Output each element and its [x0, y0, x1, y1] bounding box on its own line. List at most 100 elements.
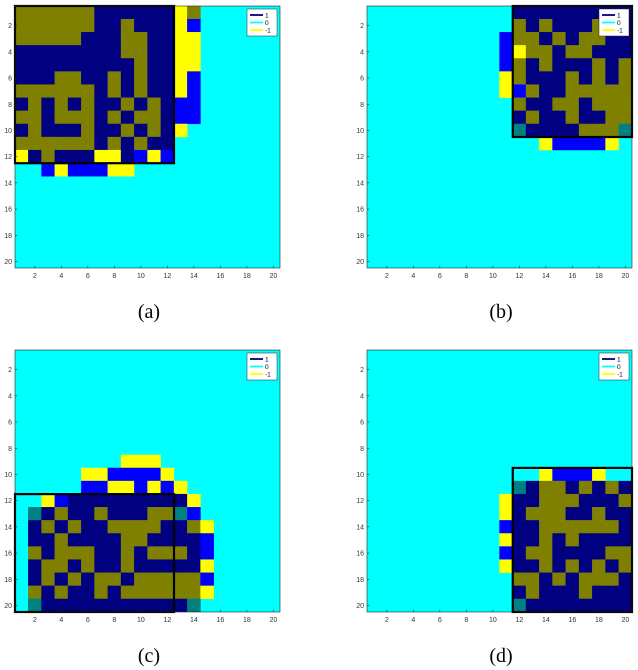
- heatmap-cell: [160, 598, 175, 612]
- heatmap-cell: [173, 97, 188, 111]
- heatmap-cell: [173, 585, 188, 600]
- heatmap-cell: [134, 572, 148, 586]
- heatmap-cell: [512, 572, 527, 586]
- heatmap-cell: [107, 493, 122, 508]
- heatmap-cell: [512, 507, 527, 521]
- heatmap-cell: [173, 598, 188, 612]
- heatmap-cell: [578, 480, 593, 495]
- heatmap-cell: [578, 585, 593, 600]
- heatmap-cell: [618, 97, 632, 111]
- legend: 10-1: [598, 8, 630, 37]
- heatmap-cell: [120, 84, 135, 98]
- heatmap-cell: [147, 123, 161, 138]
- heatmap-cell: [160, 6, 175, 20]
- heatmap-cell: [565, 18, 580, 33]
- heatmap-cell: [539, 507, 553, 521]
- heatmap-cell: [539, 18, 553, 33]
- heatmap-cell: [565, 507, 580, 521]
- heatmap-cell: [592, 598, 606, 612]
- heatmap-cell: [160, 58, 175, 72]
- heatmap-cell: [565, 58, 580, 72]
- heatmap-cell: [525, 58, 540, 72]
- x-tick-label: 18: [243, 273, 251, 280]
- heatmap-cell: [565, 546, 580, 560]
- heatmap-cell: [565, 97, 580, 111]
- heatmap-cell: [539, 559, 553, 573]
- y-tick-label: 4: [8, 393, 12, 400]
- heatmap-cell: [81, 546, 95, 560]
- heatmap-cell: [525, 123, 540, 138]
- heatmap-cell: [120, 97, 135, 111]
- heatmap-cell: [147, 598, 161, 612]
- heatmap-cell: [605, 136, 619, 151]
- heatmap-cell: [54, 598, 69, 612]
- y-tick-label: 10: [356, 472, 364, 479]
- axes-box: [366, 349, 633, 613]
- y-tick-label: 14: [4, 524, 12, 531]
- heatmap-cell: [525, 97, 540, 111]
- heatmap-cell: [552, 559, 566, 573]
- heatmap-cell: [565, 467, 580, 482]
- heatmap-cell: [539, 32, 553, 46]
- heatmap-cell: [539, 45, 553, 59]
- heatmap-cell: [565, 533, 580, 547]
- heatmap-cell: [173, 84, 188, 98]
- heatmap-cell: [15, 18, 29, 33]
- legend-label: 1: [265, 356, 269, 363]
- heatmap-cell: [173, 493, 188, 508]
- legend: 10-1: [598, 352, 630, 381]
- x-tick-label: 10: [489, 273, 497, 280]
- heatmap-cell: [81, 163, 95, 177]
- heatmap-cell: [552, 45, 566, 59]
- heatmap-cell: [539, 598, 553, 612]
- heatmap-cell: [187, 71, 201, 85]
- heatmap-cell: [41, 136, 55, 151]
- heatmap-cell: [54, 58, 69, 72]
- heatmap-cell: [552, 467, 566, 482]
- heatmap-cell: [94, 572, 108, 586]
- heatmap-cell: [539, 6, 553, 20]
- x-tick-label: 20: [621, 273, 629, 280]
- heatmap-cell: [187, 533, 201, 547]
- y-tick-label: 14: [4, 180, 12, 187]
- heatmap-cell: [134, 97, 148, 111]
- heatmap-cell: [28, 18, 42, 33]
- heatmap-cell: [499, 493, 513, 508]
- x-tick-label: 12: [163, 617, 171, 624]
- heatmap-cell: [173, 520, 188, 534]
- y-tick-label: 6: [8, 76, 12, 83]
- heatmap-cells: [15, 6, 201, 177]
- heatmap-cell: [160, 546, 175, 560]
- heatmap-cell: [160, 136, 175, 151]
- heatmap-cell: [160, 123, 175, 138]
- heatmap-cell: [512, 533, 527, 547]
- heatmap-cell: [565, 6, 580, 20]
- heatmap-cell: [618, 58, 632, 72]
- heatmap-cell: [512, 123, 527, 138]
- heatmap-cell: [41, 45, 55, 59]
- x-tick-label: 2: [385, 617, 389, 624]
- heatmap-cell: [107, 71, 122, 85]
- heatmap-cell: [94, 71, 108, 85]
- heatmap-cell: [134, 18, 148, 33]
- heatmap-cell: [525, 572, 540, 586]
- heatmap-cell: [160, 559, 175, 573]
- heatmap-cell: [81, 598, 95, 612]
- heatmap-cell: [618, 493, 632, 508]
- heatmap-cell: [605, 123, 619, 138]
- heatmap-cell: [618, 546, 632, 560]
- heatmap-cell: [187, 84, 201, 98]
- heatmap-cell: [120, 110, 135, 125]
- heatmap-cell: [565, 520, 580, 534]
- heatmap-cell: [54, 585, 69, 600]
- heatmap-cell: [134, 546, 148, 560]
- heatmap-cell: [81, 32, 95, 46]
- heatmap-cell: [605, 572, 619, 586]
- heatmap-cell: [552, 58, 566, 72]
- heatmap-cell: [94, 123, 108, 138]
- heatmap-cell: [81, 136, 95, 151]
- x-tick-label: 4: [59, 617, 63, 624]
- heatmap-cell: [81, 6, 95, 20]
